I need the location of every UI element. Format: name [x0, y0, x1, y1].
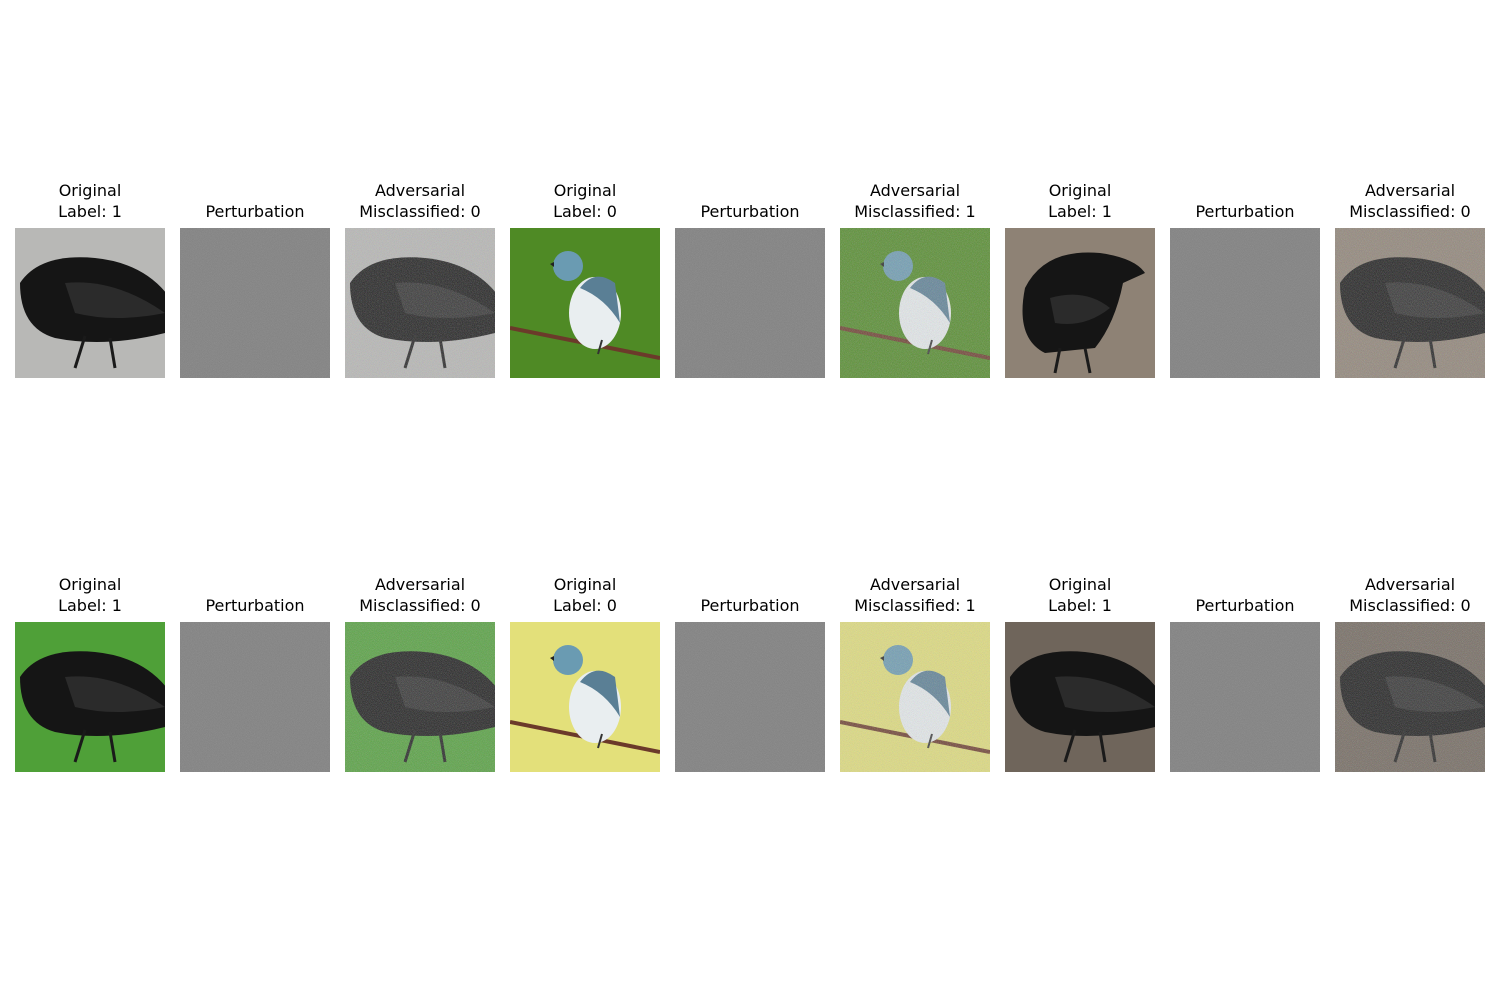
perturbation-image	[180, 228, 330, 378]
panel-title-line: Adversarial	[1364, 181, 1456, 200]
perturbation-image	[675, 228, 825, 378]
adversarial-image	[840, 228, 990, 378]
original-image	[15, 228, 165, 378]
adversarial-image	[840, 622, 990, 772]
original-panel-title: Original Label: 1	[5, 180, 175, 222]
original-image	[15, 622, 165, 772]
panel-title-line: Adversarial	[374, 575, 466, 594]
perturbation-panel-title: Perturbation	[665, 201, 835, 222]
panel-title-line: Perturbation	[700, 202, 800, 221]
adversarial-image	[345, 622, 495, 772]
panel-title-line: Perturbation	[1195, 596, 1295, 615]
adversarial-image	[1335, 228, 1485, 378]
panel-title-line: Perturbation	[700, 596, 800, 615]
panel-title-line: Adversarial	[869, 181, 961, 200]
panel-title-line: Misclassified: 1	[854, 596, 976, 615]
original-panel-title: Original Label: 1	[5, 574, 175, 616]
original-image	[1005, 622, 1155, 772]
adversarial-panel-title: Adversarial Misclassified: 0	[1325, 574, 1495, 616]
perturbation-image	[180, 622, 330, 772]
adversarial-image	[345, 228, 495, 378]
panel-title-line: Perturbation	[1195, 202, 1295, 221]
panel-title-line: Adversarial	[1364, 575, 1456, 594]
panel-title-line: Misclassified: 0	[359, 596, 481, 615]
original-image	[510, 228, 660, 378]
original-image	[1005, 228, 1155, 378]
crow-figure	[1010, 651, 1155, 763]
adversarial-panel-title: Adversarial Misclassified: 0	[335, 180, 505, 222]
original-panel-title: Original Label: 1	[995, 574, 1165, 616]
panel-title-line: Original	[58, 575, 122, 594]
panel-title-line: Misclassified: 0	[359, 202, 481, 221]
panel-title-line: Misclassified: 1	[854, 202, 976, 221]
panel-title-line: Adversarial	[374, 181, 466, 200]
adversarial-panel-title: Adversarial Misclassified: 1	[830, 574, 1000, 616]
original-panel-title: Original Label: 1	[995, 180, 1165, 222]
crow-figure	[1022, 252, 1145, 374]
perturbation-panel-title: Perturbation	[170, 595, 340, 616]
perturbation-image	[675, 622, 825, 772]
adversarial-panel-title: Adversarial Misclassified: 1	[830, 180, 1000, 222]
panel-title-line: Original	[1048, 575, 1112, 594]
crow-figure	[20, 257, 165, 369]
warbler-figure	[510, 251, 660, 360]
panel-title-line: Label: 0	[553, 202, 617, 221]
panel-title-line: Original	[553, 575, 617, 594]
panel-title-line: Adversarial	[869, 575, 961, 594]
adversarial-panel-title: Adversarial Misclassified: 0	[1325, 180, 1495, 222]
panel-title-line: Label: 1	[58, 596, 122, 615]
perturbation-panel-title: Perturbation	[1160, 595, 1330, 616]
panel-title-line: Original	[1048, 181, 1112, 200]
original-image	[510, 622, 660, 772]
panel-title-line: Perturbation	[205, 596, 305, 615]
perturbation-image	[1170, 228, 1320, 378]
crow-figure	[20, 651, 165, 763]
panel-title-line: Misclassified: 0	[1349, 596, 1471, 615]
panel-title-line: Original	[58, 181, 122, 200]
perturbation-panel-title: Perturbation	[665, 595, 835, 616]
panel-title-line: Label: 1	[1048, 596, 1112, 615]
panel-title-line: Perturbation	[205, 202, 305, 221]
original-panel-title: Original Label: 0	[500, 574, 670, 616]
perturbation-image	[1170, 622, 1320, 772]
panel-title-line: Original	[553, 181, 617, 200]
warbler-figure	[510, 645, 660, 754]
panel-title-line: Label: 1	[1048, 202, 1112, 221]
adversarial-image	[1335, 622, 1485, 772]
adversarial-panel-title: Adversarial Misclassified: 0	[335, 574, 505, 616]
perturbation-panel-title: Perturbation	[1160, 201, 1330, 222]
panel-title-line: Label: 1	[58, 202, 122, 221]
panel-title-line: Label: 0	[553, 596, 617, 615]
perturbation-panel-title: Perturbation	[170, 201, 340, 222]
original-panel-title: Original Label: 0	[500, 180, 670, 222]
panel-title-line: Misclassified: 0	[1349, 202, 1471, 221]
